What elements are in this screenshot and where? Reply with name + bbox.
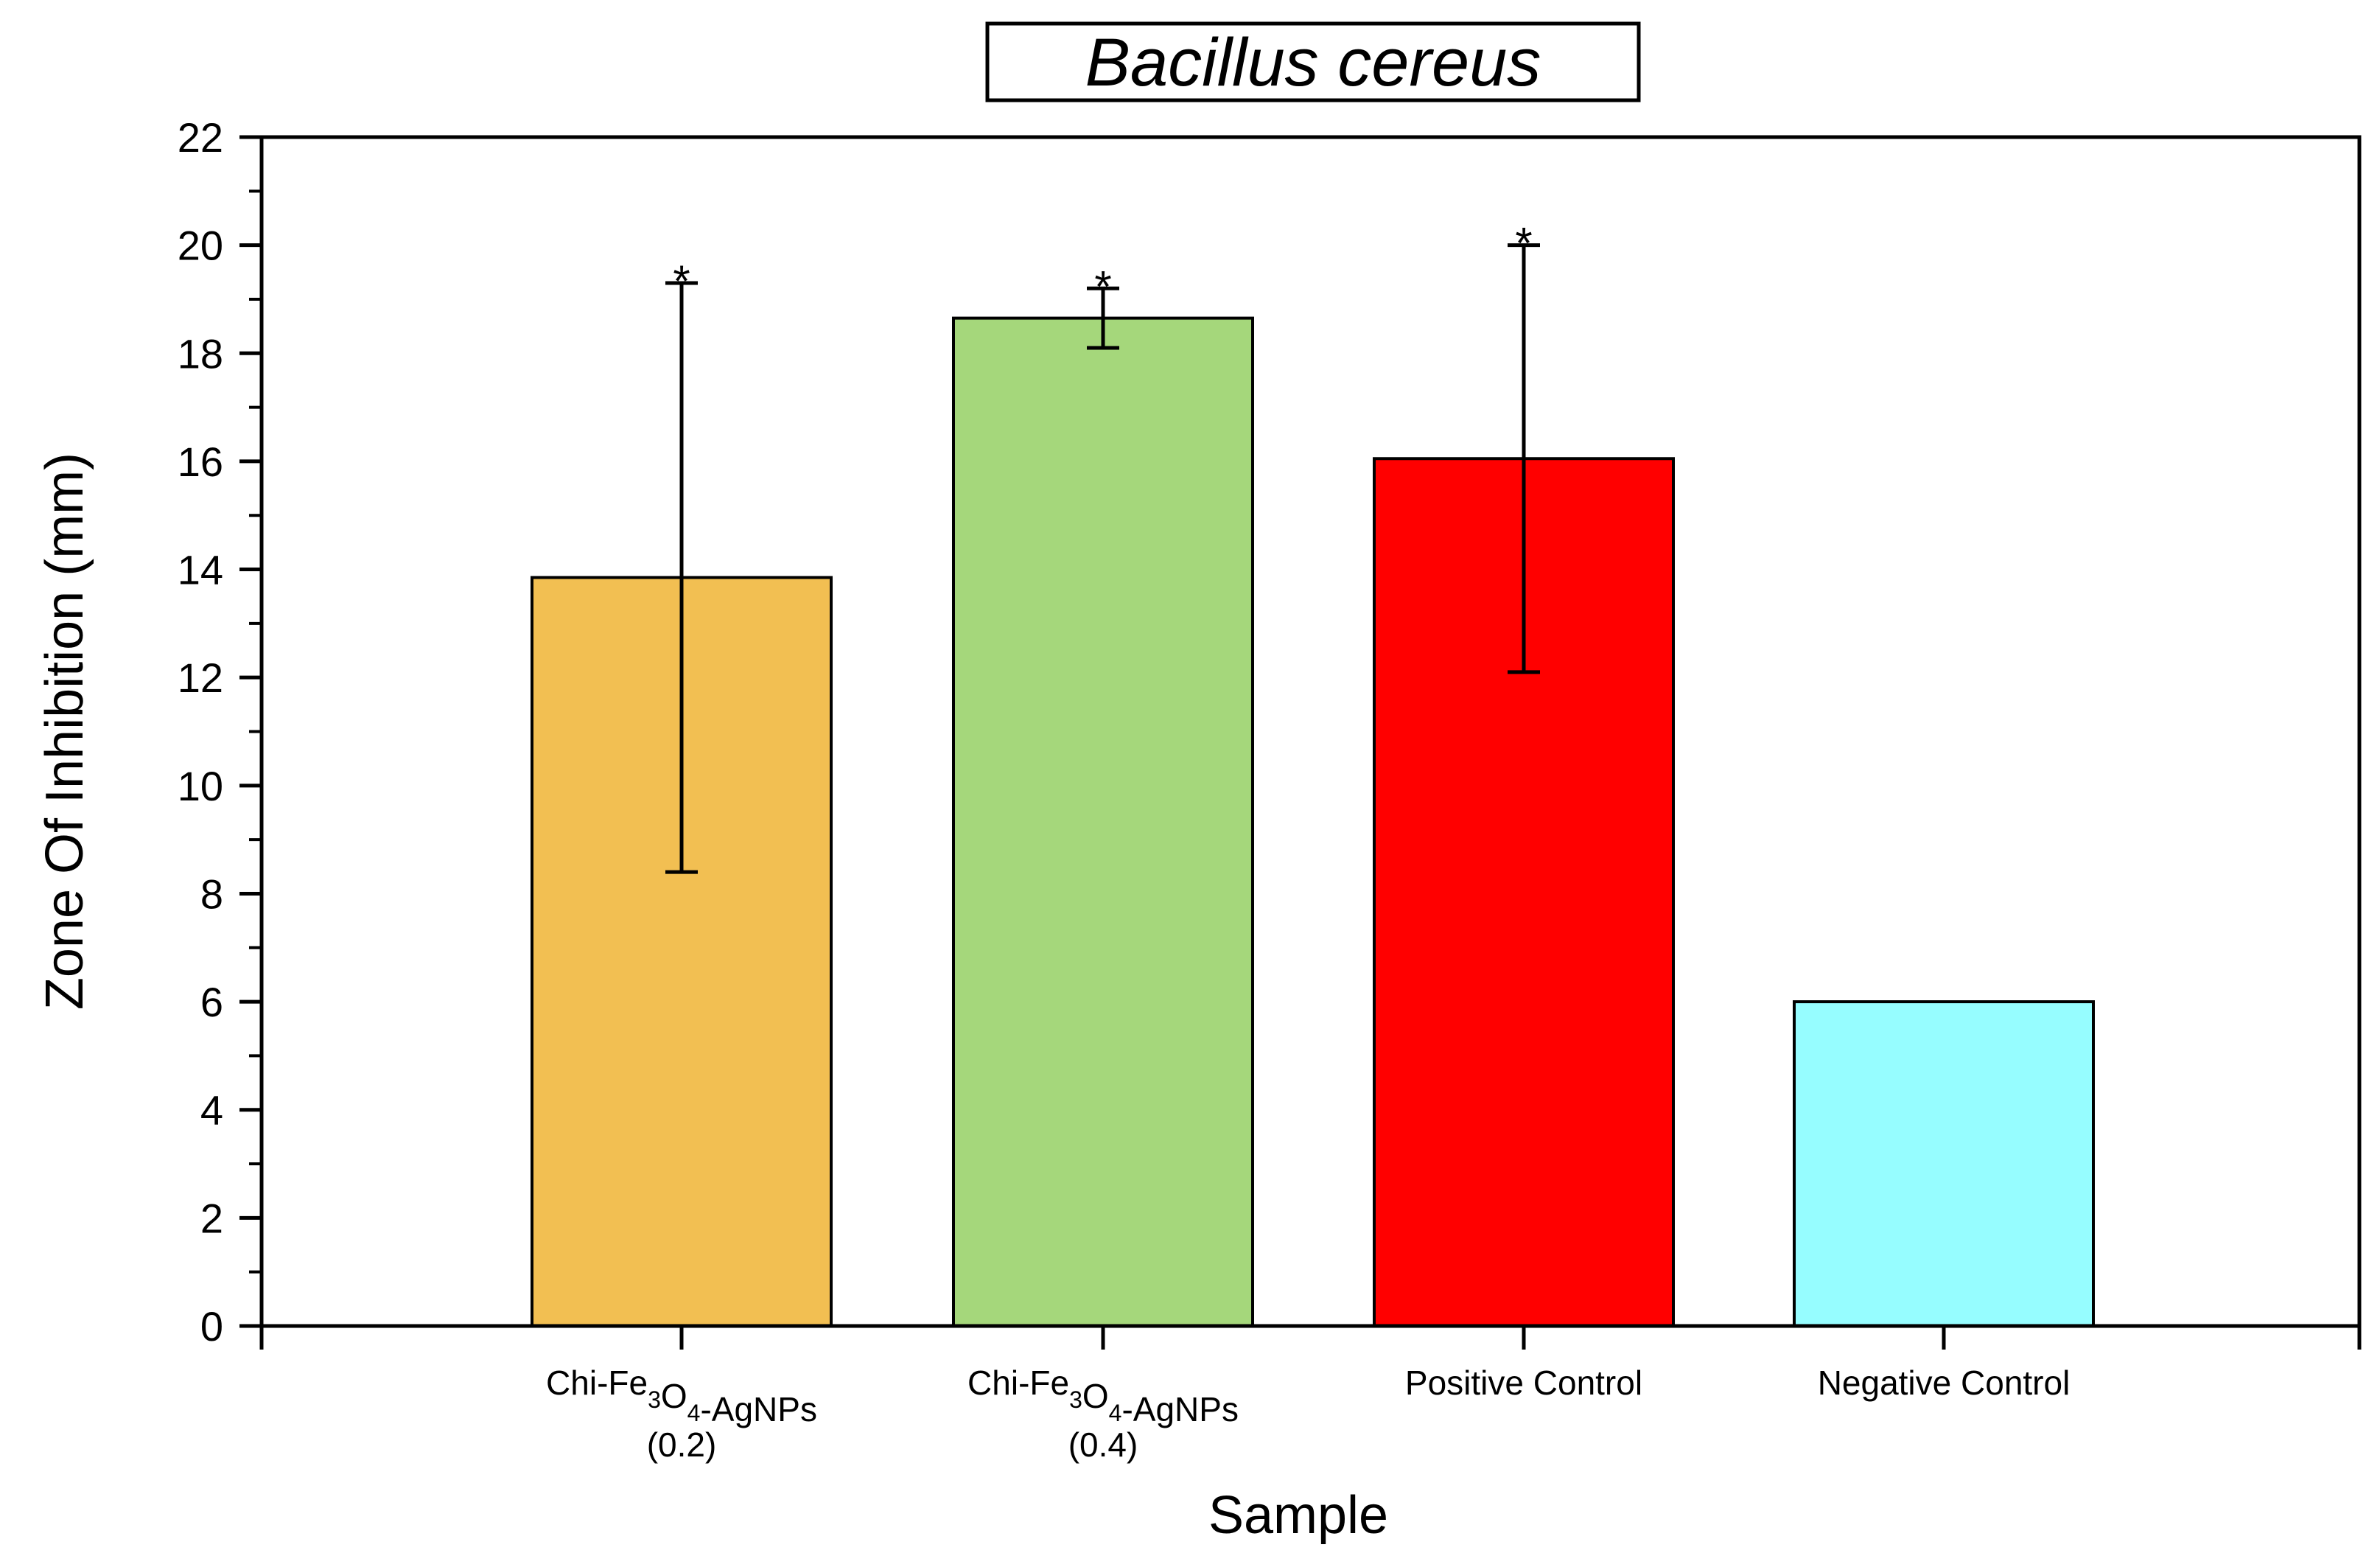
error-bar-2 xyxy=(1508,243,1540,674)
chart-title-box xyxy=(985,21,1641,102)
y-axis: 0 2 4 6 8 10 12 14 16 18 20 22 xyxy=(178,114,262,1350)
bar-3 xyxy=(1793,1000,2095,1328)
chart-title: Bacillus cereus xyxy=(1085,25,1541,100)
y-tick-label-1: 2 xyxy=(200,1195,223,1241)
y-tick-label-0: 0 xyxy=(200,1303,223,1350)
x-axis: Chi-Fe3O4-AgNPs(0.2)Chi-Fe3O4-AgNPs(0.4)… xyxy=(259,1326,2362,1464)
x-tick-label-1: Chi-Fe3O4-AgNPs xyxy=(967,1364,1239,1428)
y-tick-label-10: 20 xyxy=(178,223,223,269)
x-axis-title: Sample xyxy=(1208,1486,1388,1545)
y-tick-label-9: 18 xyxy=(178,330,223,377)
x-tick-sublabel-0: (0.2) xyxy=(647,1425,717,1464)
error-bar-0 xyxy=(665,281,698,874)
significance-marker-1: * xyxy=(1094,262,1111,311)
y-tick-label-8: 16 xyxy=(178,439,223,485)
significance-marker-0: * xyxy=(673,256,690,306)
significance-markers: * * * xyxy=(673,219,1532,312)
y-tick-label-6: 12 xyxy=(178,655,223,701)
bars xyxy=(531,316,2095,1328)
y-axis-title: Zone Of Inhibition (mm) xyxy=(35,453,94,1010)
y-tick-label-4: 8 xyxy=(200,870,223,917)
error-bar-1 xyxy=(1087,286,1119,350)
bar-1 xyxy=(952,316,1254,1327)
y-tick-label-3: 6 xyxy=(200,979,223,1025)
chart-title-group: Bacillus cereus xyxy=(985,21,1641,102)
x-tick-label-2: Positive Control xyxy=(1405,1364,1642,1402)
error-bars xyxy=(665,243,1540,874)
x-tick-label-0: Chi-Fe3O4-AgNPs xyxy=(546,1364,817,1428)
x-tick-sublabel-1: (0.4) xyxy=(1068,1425,1138,1464)
y-tick-label-11: 22 xyxy=(178,114,223,161)
x-tick-label-3: Negative Control xyxy=(1818,1364,2071,1402)
y-tick-label-5: 10 xyxy=(178,763,223,809)
y-tick-label-2: 4 xyxy=(200,1087,223,1134)
y-tick-label-7: 14 xyxy=(178,547,223,593)
significance-marker-2: * xyxy=(1515,219,1532,268)
